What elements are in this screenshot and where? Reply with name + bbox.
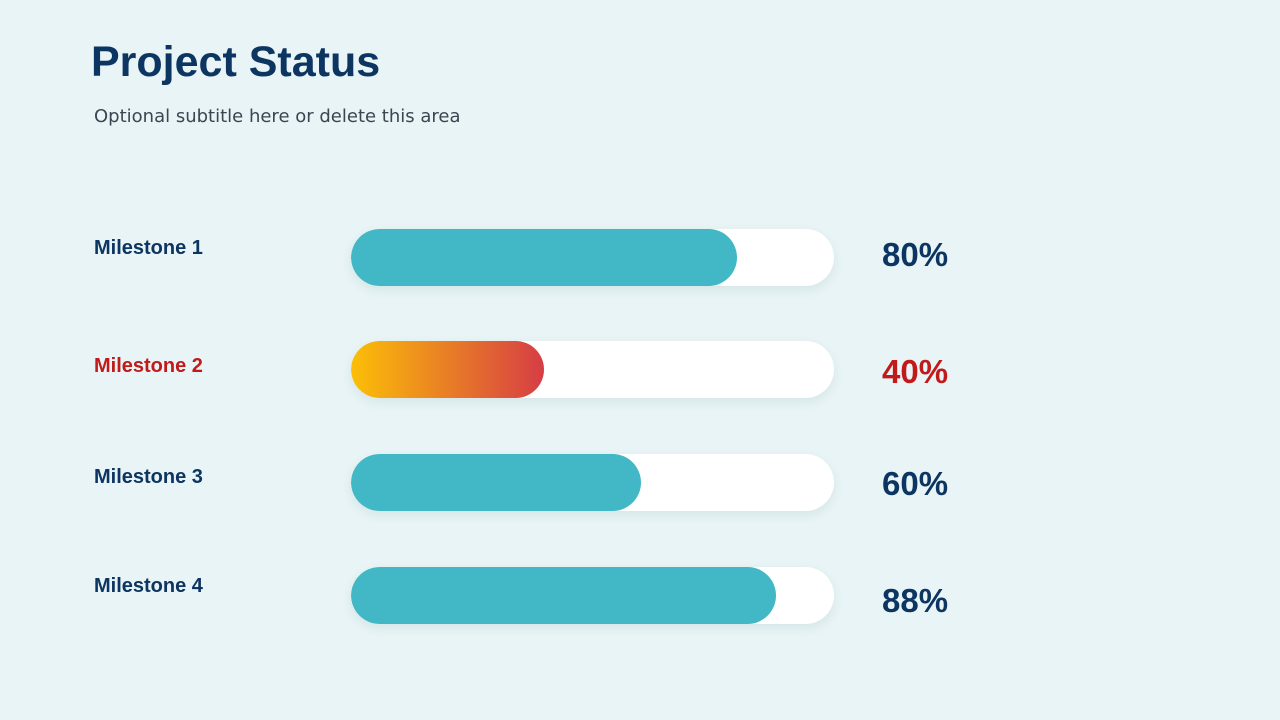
milestone-label: Milestone 3 [94, 466, 203, 488]
page-title: Project Status [91, 38, 381, 86]
progress-fill [351, 229, 738, 286]
milestone-label: Milestone 1 [94, 237, 203, 259]
page-subtitle: Optional subtitle here or delete this ar… [94, 106, 461, 127]
percent-label: 88% [882, 582, 949, 619]
progress-track [351, 229, 834, 286]
progress-track [351, 341, 834, 398]
progress-track [351, 454, 834, 511]
progress-fill [351, 341, 545, 398]
milestone-label: Milestone 4 [94, 575, 203, 597]
milestone-label: Milestone 2 [94, 355, 203, 377]
progress-track [351, 567, 834, 624]
percent-label: 80% [882, 236, 949, 273]
progress-fill [351, 454, 641, 511]
percent-label: 40% [882, 353, 949, 390]
progress-fill [351, 567, 777, 624]
percent-label: 60% [882, 465, 949, 502]
